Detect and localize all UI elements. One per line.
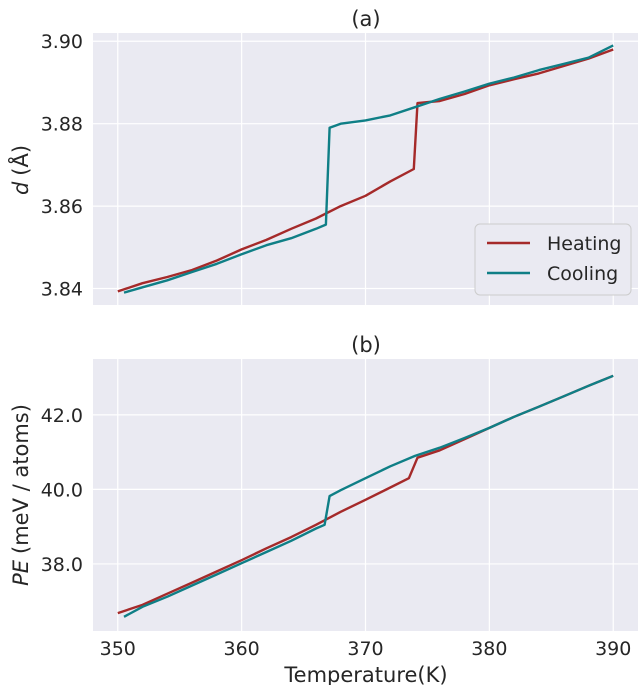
legend-heating-label: Heating xyxy=(547,233,621,255)
panel-b: 38.0 40.0 42.0 350 360 370 380 390 (b) PE (meV … xyxy=(9,333,638,685)
panel-b-x-tick-360: 360 xyxy=(224,638,260,660)
panel-a: 3.84 3.86 3.88 3.90 (a) d (Å) Heating Coolin… xyxy=(7,7,638,305)
panel-a-y-tick-1: 3.86 xyxy=(41,196,83,218)
panel-b-y-tick-2: 42.0 xyxy=(41,405,83,427)
panel-a-y-tick-0: 3.84 xyxy=(41,279,83,301)
panel-b-y-tick-0: 38.0 xyxy=(41,554,83,576)
panel-b-x-tick-labels: 350 360 370 380 390 xyxy=(100,638,632,660)
panel-b-y-axis-label: PE (meV / atoms) xyxy=(9,404,33,586)
panel-b-x-tick-390: 390 xyxy=(595,638,631,660)
panel-b-grid xyxy=(93,359,638,631)
panel-a-y-tick-3: 3.90 xyxy=(41,31,83,53)
panel-b-title: (b) xyxy=(351,333,381,357)
panel-a-y-tick-labels: 3.84 3.86 3.88 3.90 xyxy=(41,31,83,300)
panel-b-y-axis-variable: PE xyxy=(9,559,33,586)
panel-a-y-axis-label: d (Å) xyxy=(7,145,33,195)
panel-b-x-axis-label: Temperature(K) xyxy=(283,663,447,685)
panel-a-series xyxy=(117,44,614,294)
panel-a-series-heating-line xyxy=(117,48,614,293)
panel-b-y-tick-labels: 38.0 40.0 42.0 xyxy=(41,405,83,576)
panel-b-x-tick-350: 350 xyxy=(100,638,136,660)
legend-cooling-label: Cooling xyxy=(547,263,618,285)
panel-a-y-tick-2: 3.88 xyxy=(41,114,83,136)
panel-b-y-tick-1: 40.0 xyxy=(41,479,83,501)
panel-b-series xyxy=(117,374,614,618)
panel-a-series-cooling-line xyxy=(123,44,614,294)
legend: Heating Cooling xyxy=(474,223,632,296)
panel-a-y-axis-unit: (Å) xyxy=(7,145,33,176)
panel-a-title: (a) xyxy=(351,7,380,31)
panel-b-x-tick-380: 380 xyxy=(471,638,507,660)
panel-b-y-axis-unit: (meV / atoms) xyxy=(9,404,33,554)
panel-b-series-cooling-line xyxy=(123,374,614,618)
panel-b-x-tick-370: 370 xyxy=(347,638,383,660)
panel-a-y-axis-variable: d xyxy=(9,181,33,195)
